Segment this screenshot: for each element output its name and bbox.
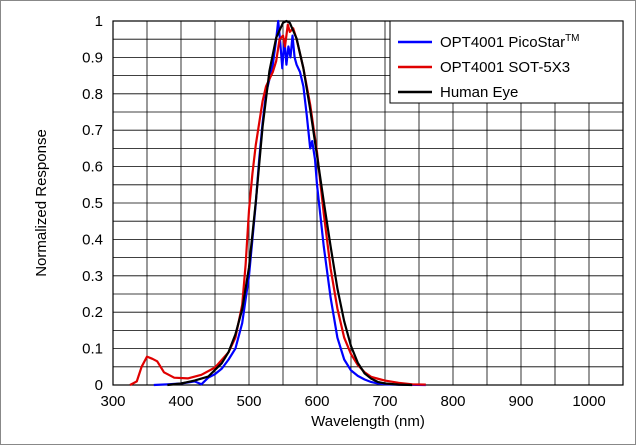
y-tick-label: 0.2 — [82, 304, 103, 321]
x-tick-label: 600 — [304, 393, 329, 410]
series-lines — [129, 19, 426, 387]
y-tick-label: 1 — [95, 13, 103, 30]
x-tick-label: 400 — [168, 393, 193, 410]
y-tick-label: 0.8 — [82, 86, 103, 103]
y-tick-label: 0 — [95, 377, 103, 394]
y-tick-label: 0.4 — [82, 231, 103, 248]
y-tick-label: 0.1 — [82, 341, 103, 358]
x-tick-label: 300 — [100, 393, 125, 410]
x-tick-label: 700 — [372, 393, 397, 410]
legend-label-picostar-main: OPT4001 PicoStar — [440, 34, 565, 51]
y-tick-label: 0.9 — [82, 49, 103, 66]
x-axis-label: Wavelength (nm) — [311, 413, 425, 430]
legend-label-human-eye: Human Eye — [440, 84, 518, 101]
y-tick-label: 0.3 — [82, 268, 103, 285]
series-line-sot — [129, 23, 426, 386]
y-tick-label: 0.6 — [82, 159, 103, 176]
y-tick-label: 0.7 — [82, 122, 103, 139]
legend-label-picostar-superscript: TM — [565, 33, 579, 44]
legend: OPT4001 PicoStarTM OPT4001 SOT-5X3 Human… — [389, 20, 624, 104]
series-line-human-eye — [167, 19, 413, 387]
legend-label-picostar: OPT4001 PicoStarTM — [440, 33, 580, 51]
plot-area — [112, 20, 624, 386]
series-line-picostar — [153, 19, 426, 387]
x-tick-label: 500 — [236, 393, 261, 410]
x-tick-label: 900 — [508, 393, 533, 410]
x-tick-label: 1000 — [572, 393, 605, 410]
legend-label-sot: OPT4001 SOT-5X3 — [440, 59, 570, 76]
y-tick-label: 0.5 — [82, 195, 103, 212]
tick-labels: 300 400 500 600 700 800 900 1000 0 0.1 0.2 0.3 0.4 0.… — [82, 13, 606, 410]
legend-box — [389, 20, 624, 104]
x-tick-label: 800 — [440, 393, 465, 410]
y-axis-label: Normalized Response — [33, 129, 50, 277]
